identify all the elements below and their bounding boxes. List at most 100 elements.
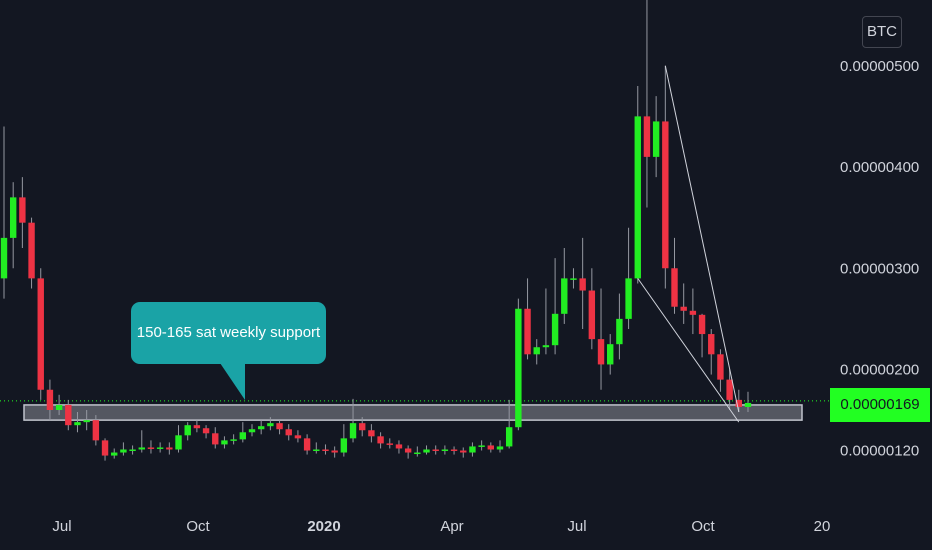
- candle-body: [588, 290, 596, 340]
- candle-body: [276, 423, 283, 430]
- candle-body: [533, 347, 540, 355]
- candle: [147, 440, 155, 454]
- candle-body: [368, 430, 375, 437]
- candle-body: [156, 447, 164, 449]
- candle-body: [147, 447, 155, 449]
- candle: [55, 394, 63, 416]
- candle-body: [625, 278, 632, 319]
- candle: [570, 268, 577, 289]
- candle: [37, 268, 44, 400]
- candle-body: [570, 278, 577, 280]
- candle: [515, 298, 522, 431]
- candle: [156, 442, 164, 453]
- candle-body: [551, 313, 559, 346]
- candle-body: [267, 423, 274, 427]
- x-tick-label: 20: [814, 518, 831, 535]
- candle-body: [120, 449, 127, 453]
- candle: [652, 96, 660, 178]
- candle-body: [166, 447, 173, 450]
- candle-body: [111, 452, 118, 456]
- candle-body: [257, 426, 265, 430]
- candle-body: [37, 278, 44, 390]
- candle-body: [340, 438, 348, 453]
- candle-body: [83, 420, 90, 423]
- candle: [680, 283, 687, 324]
- candle: [267, 417, 274, 431]
- candle: [340, 424, 348, 457]
- candle-body: [377, 436, 384, 444]
- candle-body: [303, 438, 311, 451]
- candle: [193, 420, 201, 433]
- candle-body: [322, 449, 329, 451]
- candle-body: [92, 420, 100, 441]
- candle-body: [239, 432, 247, 440]
- candle-body: [28, 222, 35, 279]
- candle-body: [579, 278, 586, 291]
- candle: [212, 427, 219, 449]
- candle-body: [469, 446, 476, 453]
- candle: [533, 339, 540, 365]
- candle-body: [294, 435, 302, 439]
- candle: [579, 237, 586, 329]
- candle-body: [0, 237, 8, 279]
- candle: [414, 446, 421, 457]
- candle-body: [460, 450, 467, 453]
- candle-body: [138, 447, 145, 450]
- candle: [46, 379, 54, 421]
- candle: [294, 430, 302, 443]
- candle: [698, 313, 706, 358]
- candle: [9, 182, 17, 269]
- candle-body: [634, 116, 641, 279]
- x-tick-label: Oct: [691, 518, 715, 535]
- candle: [184, 422, 191, 441]
- candle: [726, 369, 733, 410]
- candle: [83, 410, 90, 431]
- candle-body: [432, 449, 439, 451]
- candle: [708, 329, 715, 375]
- candle-body: [735, 399, 742, 407]
- candle: [349, 398, 357, 443]
- candle: [561, 248, 568, 324]
- candle-body: [230, 439, 237, 441]
- symbol-badge[interactable]: BTC: [862, 16, 902, 48]
- candle-body: [414, 452, 421, 455]
- y-tick-label: 0.00000400: [840, 159, 919, 176]
- candle: [524, 278, 531, 360]
- candle: [359, 417, 366, 437]
- candle: [616, 293, 623, 360]
- candle: [395, 440, 403, 454]
- candle: [202, 425, 210, 439]
- candle: [404, 445, 412, 459]
- y-tick-label: 0.00000300: [840, 260, 919, 277]
- candle-body: [65, 404, 72, 426]
- candle: [313, 442, 320, 454]
- candle: [248, 424, 256, 437]
- candle: [101, 438, 109, 461]
- candle-body: [662, 121, 669, 269]
- candle-body: [395, 444, 403, 449]
- candle: [542, 288, 550, 355]
- candle-body: [184, 425, 191, 436]
- last-price-tag: 0.00000169: [830, 388, 930, 422]
- y-tick-label: 0.00000500: [840, 58, 919, 75]
- candle: [744, 391, 752, 413]
- candle-body: [349, 423, 357, 439]
- candle: [19, 177, 26, 248]
- candle-body: [450, 449, 458, 451]
- candle: [257, 420, 265, 435]
- candle: [432, 445, 439, 455]
- candle-body: [175, 435, 182, 450]
- x-tick-label: 2020: [307, 518, 340, 535]
- candle-body: [221, 440, 228, 445]
- candle: [634, 86, 641, 284]
- candle: [28, 217, 35, 289]
- candle: [735, 389, 742, 413]
- candle-body: [19, 197, 26, 223]
- candle: [74, 412, 81, 433]
- candle-body: [478, 445, 485, 447]
- candle-body: [423, 449, 430, 453]
- candle: [551, 258, 559, 355]
- candle-body: [597, 339, 605, 365]
- candle: [671, 237, 678, 314]
